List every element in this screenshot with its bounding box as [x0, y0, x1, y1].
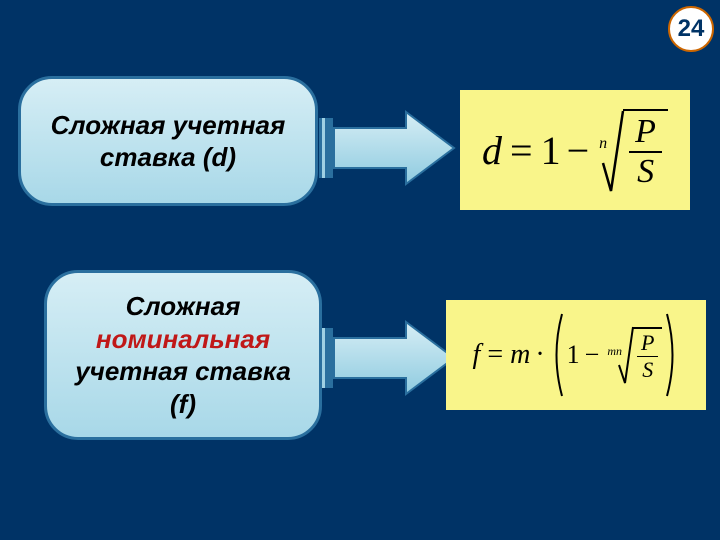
- bubble1-line2: ставка: [100, 142, 196, 172]
- arrow-1: [316, 110, 456, 186]
- formula-f: f = m · 1 − mn P S: [446, 300, 706, 410]
- f2-dot: ·: [535, 339, 544, 371]
- formula-f-content: f = m · 1 − mn P S: [473, 312, 680, 398]
- f2-P: P: [637, 330, 658, 357]
- bubble1-var: (d): [203, 142, 236, 172]
- f2-eq: =: [487, 339, 503, 371]
- bubble2-line1: Сложная: [126, 291, 241, 321]
- page-number: 24: [678, 15, 705, 43]
- f2-f: f: [473, 339, 481, 371]
- page-number-badge: 24: [668, 6, 714, 52]
- bubble1-text: Сложная учетная ставка (d): [51, 109, 286, 174]
- bubble-compound-nominal-discount-rate: Сложная номинальная учетная ставка (f): [44, 270, 322, 440]
- arrow-2: [316, 320, 456, 396]
- f1-root: n P S: [595, 105, 668, 195]
- f1-d: d: [482, 127, 502, 174]
- bubble1-line1: Сложная учетная: [51, 110, 286, 140]
- f2-minus: −: [585, 340, 600, 370]
- bubble-compound-discount-rate: Сложная учетная ставка (d): [18, 76, 318, 206]
- formula-d: d = 1 − n P S: [460, 90, 690, 210]
- f1-eq: =: [510, 127, 533, 174]
- f1-frac: P S: [623, 109, 668, 191]
- bubble2-line3: учетная ставка: [75, 356, 291, 386]
- f2-mn: mn: [607, 344, 622, 359]
- f1-minus: −: [567, 127, 590, 174]
- f1-S: S: [631, 153, 660, 191]
- f2-S: S: [638, 357, 657, 383]
- rparen-icon: [665, 312, 679, 398]
- lparen-icon: [550, 312, 564, 398]
- bubble2-nominal: номинальная: [96, 324, 270, 354]
- f1-P: P: [629, 113, 662, 153]
- f1-n: n: [599, 135, 607, 153]
- f2-frac: P S: [633, 327, 662, 383]
- formula-d-content: d = 1 − n P S: [482, 105, 668, 195]
- f1-one: 1: [541, 127, 561, 174]
- f2-m: m: [510, 339, 530, 371]
- f2-one: 1: [567, 340, 580, 370]
- bubble2-text: Сложная номинальная учетная ставка (f): [75, 290, 291, 420]
- bubble2-var: (f): [170, 389, 196, 419]
- f2-root: mn P S: [604, 323, 662, 387]
